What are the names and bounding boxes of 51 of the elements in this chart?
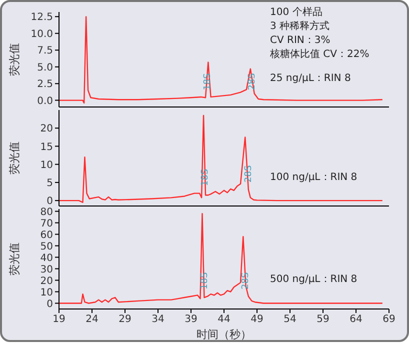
y-tick-label: 0 [46, 196, 53, 208]
x-tick-label: 19 [52, 314, 66, 326]
y-axis-title: 荧光值 [8, 142, 21, 174]
annotation: 18S [200, 272, 210, 290]
annotation: 3 种稀释方式 [270, 20, 331, 34]
y-tick-label: 2.5 [37, 79, 53, 90]
y-tick-label: 50 [40, 241, 53, 252]
y-axis-title: 荧光值 [8, 43, 21, 76]
y-tick-label: 5 [46, 178, 53, 190]
x-tick-label: 59 [316, 314, 330, 326]
y-tick-label: 0.0 [37, 96, 53, 107]
y-tick-label: 10.0 [30, 28, 53, 40]
x-tick-label: 54 [284, 314, 296, 326]
x-tick-label: 29 [118, 314, 132, 326]
y-tick-label: 30 [40, 264, 53, 276]
x-tick-label: 24 [86, 314, 98, 326]
x-tick-label: 69 [382, 314, 396, 326]
y-tick-label: 10 [40, 160, 53, 171]
x-tick-label: 39 [184, 314, 198, 326]
y-tick-label: 40 [40, 252, 53, 264]
y-tick-label: 20 [40, 124, 53, 135]
annotation: 100 个样品 [270, 6, 324, 20]
annotation: 核糖体比值 CV：22% [270, 48, 370, 62]
x-tick-label: 34 [152, 314, 164, 326]
annotation: 18S [200, 168, 210, 186]
line-series [59, 114, 383, 203]
x-tick-label: 49 [250, 314, 264, 326]
y-tick-label: 0 [46, 298, 53, 310]
y-tick-label: 20 [40, 276, 53, 287]
x-tick-label: 64 [350, 314, 362, 326]
annotation: 100 ng/µL：RIN 8 [270, 170, 358, 185]
annotation: 28S [244, 165, 254, 182]
annotation: 28S [247, 72, 258, 90]
y-tick-label: 80 [40, 206, 53, 218]
y-tick-label: 12.5 [30, 12, 53, 24]
y-tick-label: 15 [40, 142, 53, 153]
annotation: 500 ng/µL：RIN 8 [270, 273, 358, 287]
line-series [59, 16, 383, 104]
annotation: CV RIN：3% [270, 34, 332, 48]
line-series [59, 213, 383, 304]
x-tick-label: 44 [218, 314, 230, 326]
y-axis-title: 荧光值 [8, 242, 21, 276]
y-tick-label: 70 [40, 218, 53, 230]
y-tick-label: 5.0 [37, 62, 53, 74]
annotation: 28S [240, 272, 251, 290]
annotation: 18S [203, 72, 214, 90]
annotation: 25 ng/µL：RIN 8 [270, 72, 352, 86]
y-tick-label: 7.5 [37, 46, 53, 57]
y-tick-label: 10 [40, 287, 53, 298]
x-axis-title: 时间（秒） [196, 328, 252, 341]
y-tick-label: 60 [40, 230, 53, 241]
